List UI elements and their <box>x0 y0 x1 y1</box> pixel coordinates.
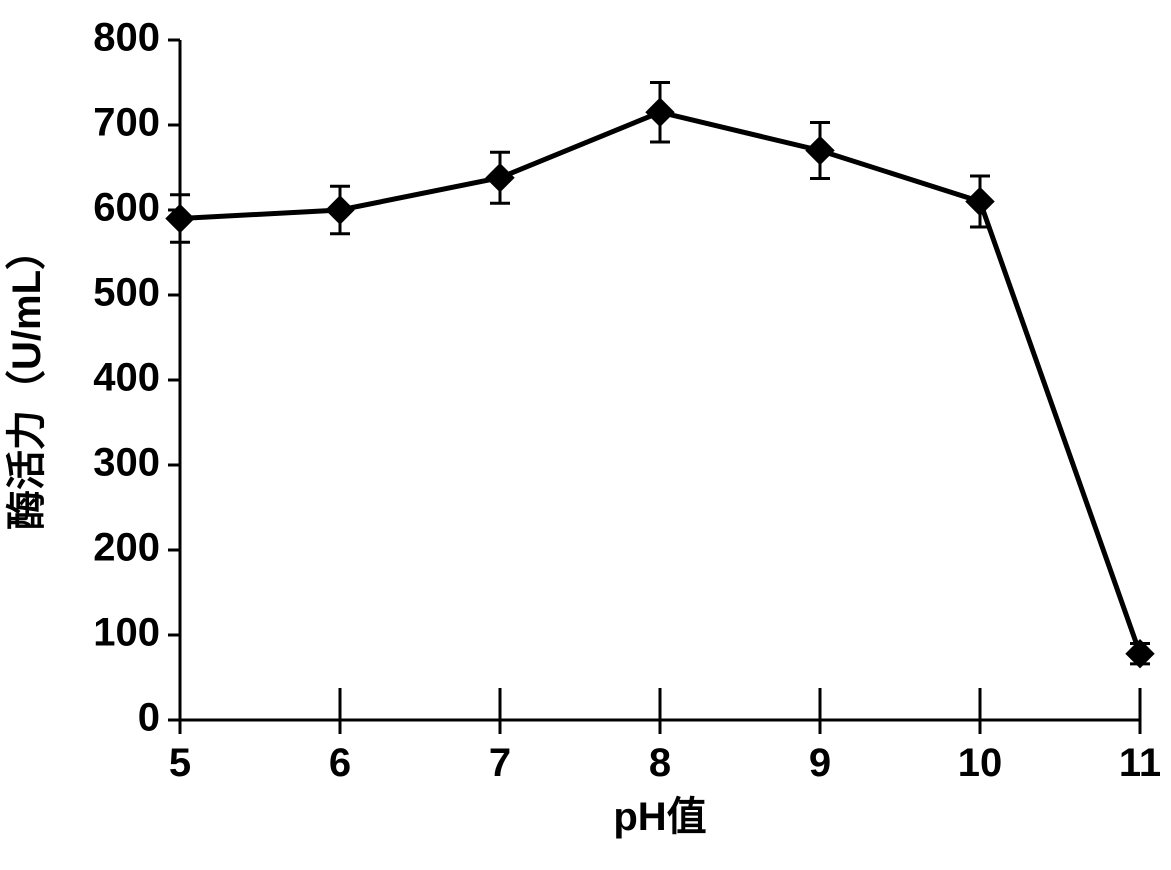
x-tick-label: 6 <box>329 741 351 785</box>
y-tick-label: 400 <box>93 356 160 400</box>
x-tick-label: 11 <box>1119 741 1161 785</box>
y-tick-label: 700 <box>93 101 160 145</box>
y-tick-label: 100 <box>93 611 160 655</box>
y-tick-label: 600 <box>93 186 160 230</box>
y-tick-label: 800 <box>93 16 160 60</box>
x-tick-label: 7 <box>489 741 511 785</box>
y-tick-label: 200 <box>93 526 160 570</box>
y-tick-label: 500 <box>93 271 160 315</box>
x-axis-label: pH值 <box>613 795 706 839</box>
x-tick-label: 9 <box>809 741 831 785</box>
chart-container: 0 100 200 300 400 500 600 700 800 5 6 7 8 9 10 11 酶活力（U/… <box>0 0 1171 870</box>
x-tick-label: 5 <box>169 741 191 785</box>
line-chart: 0 100 200 300 400 500 600 700 800 5 6 7 8 9 10 11 酶活力（U/… <box>0 0 1171 870</box>
x-tick-label: 10 <box>958 741 1003 785</box>
x-tick-label: 8 <box>649 741 671 785</box>
y-axis-label: 酶活力（U/mL） <box>5 230 49 530</box>
y-tick-label: 0 <box>138 696 160 740</box>
y-tick-label: 300 <box>93 441 160 485</box>
